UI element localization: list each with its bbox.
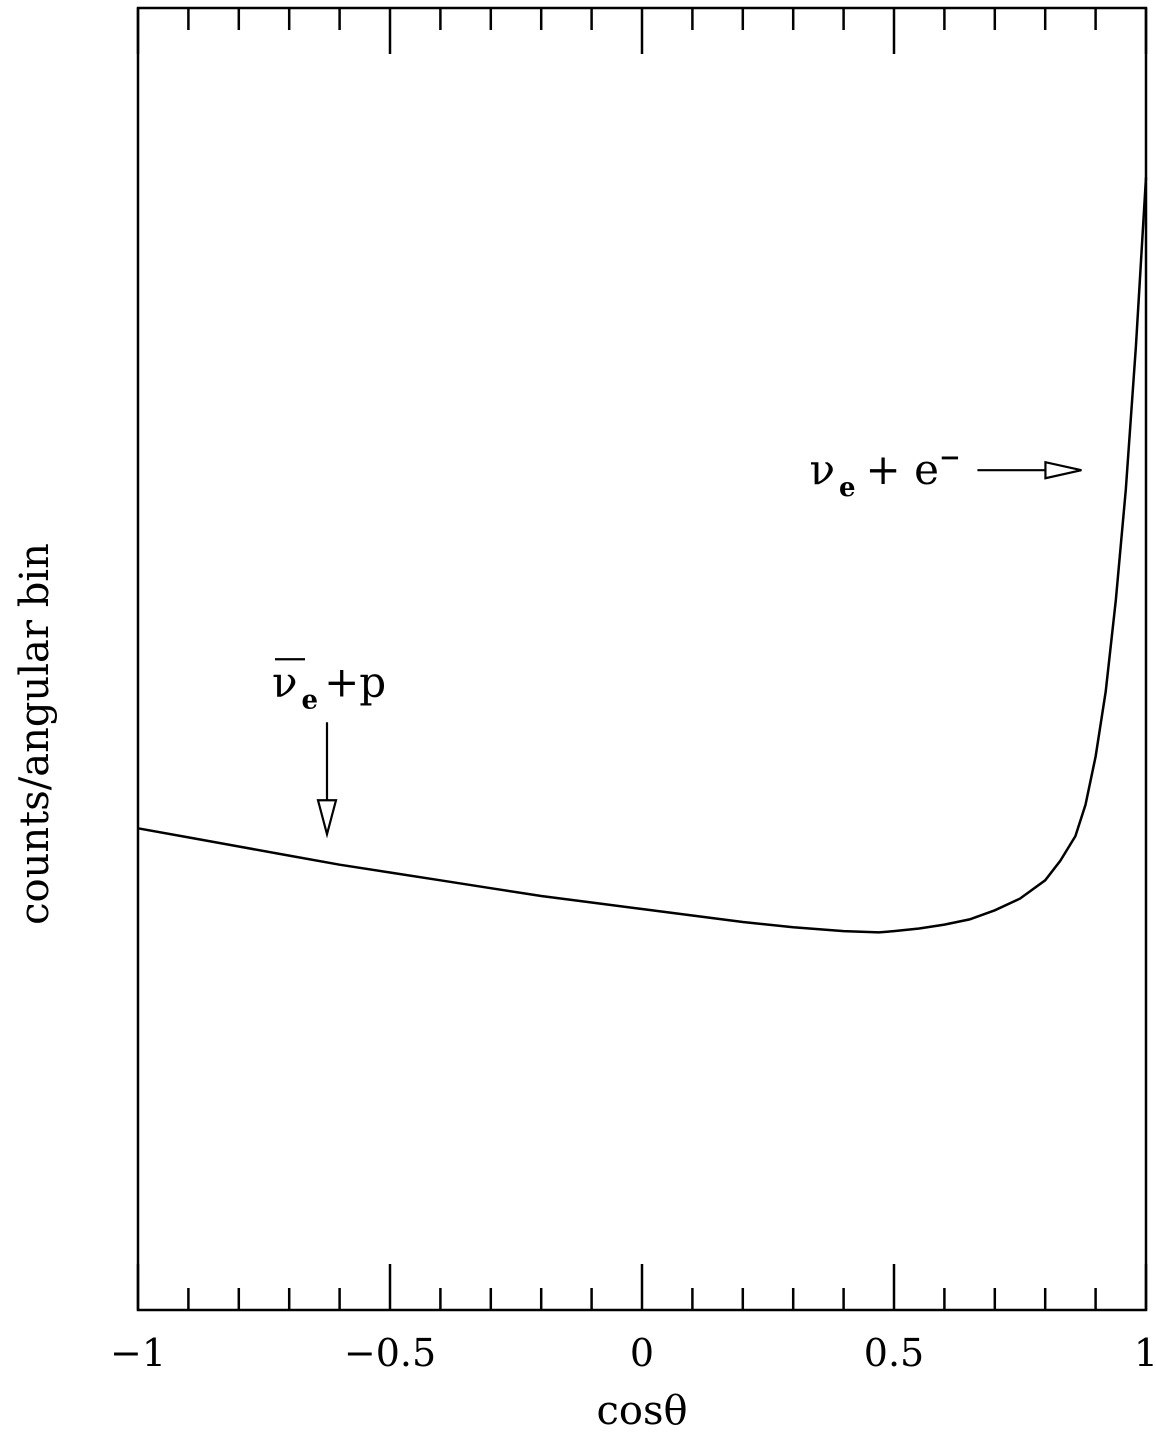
x-tick-label: −1	[110, 1331, 166, 1375]
annotation-sub: e	[839, 473, 856, 503]
x-tick-label: 0.5	[864, 1331, 924, 1375]
annotation-label: ν e +p	[272, 657, 386, 715]
annotation-sub: e	[302, 685, 319, 715]
x-tick-label: −0.5	[344, 1331, 436, 1375]
annotation-label: ν e + e−	[809, 443, 960, 503]
y-axis-label: counts/angular bin	[12, 543, 58, 925]
x-axis-label: cosθ	[596, 1388, 687, 1433]
annotations: ν e +pν e + e−	[272, 443, 1082, 839]
x-tick-labels: −1 −0.5 0 0.5 1	[110, 1331, 1156, 1375]
annotation-2: ν e + e−	[809, 443, 1082, 503]
x-tick-label: 1	[1134, 1331, 1156, 1375]
plot-frame	[136, 6, 1148, 1312]
annotation-main: ν	[809, 445, 835, 494]
annotation-rest: +p	[324, 657, 386, 706]
annotation-rest: + e	[866, 445, 939, 494]
arrow-head	[1044, 460, 1082, 480]
arrow-head	[316, 799, 338, 839]
annotation-main: ν	[272, 657, 298, 706]
series-line	[137, 177, 1148, 934]
annotation-sup: −	[939, 443, 961, 473]
x-tick-label: 0	[630, 1331, 654, 1375]
annotation-1: ν e +p	[272, 657, 386, 839]
